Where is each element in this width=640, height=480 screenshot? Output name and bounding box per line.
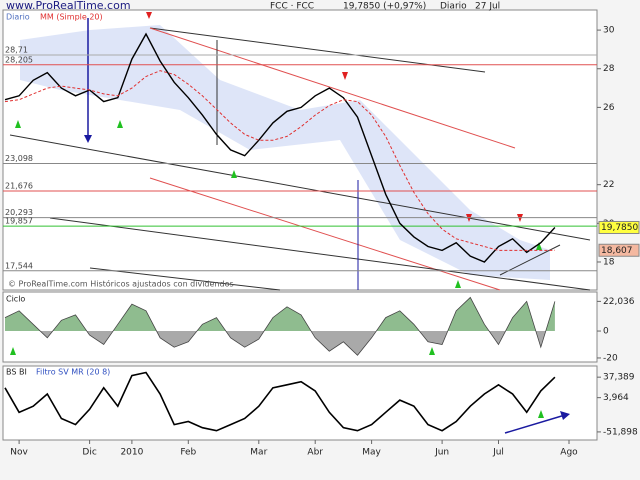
site: www.ProRealTime.com xyxy=(6,0,131,12)
trendline xyxy=(149,177,501,291)
arrow xyxy=(504,414,566,434)
price-marker-label: 19,7850 xyxy=(601,223,638,233)
y-tick-label: 22 xyxy=(603,180,614,190)
x-tick-label: Ago xyxy=(560,448,578,458)
level-label: 23,098 xyxy=(5,154,33,163)
level-label: 20,293 xyxy=(5,208,33,217)
period: Diario xyxy=(440,2,467,12)
arrow-head xyxy=(560,411,570,420)
y-tick-label: 26 xyxy=(603,103,615,113)
arrow-head xyxy=(84,135,92,143)
x-tick-label: Dic xyxy=(82,448,96,458)
series-line xyxy=(4,70,555,251)
legend: MM (Simple 20) xyxy=(40,13,103,22)
level-label: 28,205 xyxy=(5,55,33,64)
level-label: 19,857 xyxy=(5,217,33,226)
price-marker-label: 18,607 xyxy=(601,246,633,256)
area-positive xyxy=(5,297,555,332)
level-label: 28,71 xyxy=(5,46,28,55)
y-tick-label: 30 xyxy=(603,26,615,36)
note: © ProRealTime.com Históricos ajustados c… xyxy=(8,279,234,289)
y-tick-label: 37,389 xyxy=(603,373,635,383)
y-tick-label: 28 xyxy=(603,64,615,74)
trendline xyxy=(9,134,591,241)
band xyxy=(20,25,550,280)
x-tick-label: Feb xyxy=(180,448,196,458)
trendline xyxy=(49,217,591,291)
y-tick-label: 22,036 xyxy=(603,297,635,307)
y-tick-label: -20 xyxy=(603,353,618,363)
y-tick-label: 18 xyxy=(603,257,615,267)
series-line xyxy=(4,32,556,263)
y-tick-label: -51,898 xyxy=(603,427,638,437)
price-marker xyxy=(598,220,640,234)
y-tick-label: 3,964 xyxy=(603,393,629,403)
legend: Diario xyxy=(6,13,30,22)
y-tick-label: 0 xyxy=(603,327,609,337)
oscillator-panel xyxy=(2,365,598,441)
x-tick-label: Mar xyxy=(250,448,267,458)
symbol: FCC · FCC xyxy=(270,2,314,12)
area-negative xyxy=(40,331,546,356)
x-tick-label: 2010 xyxy=(120,448,143,458)
x-tick-label: Nov xyxy=(10,448,28,458)
trendline xyxy=(89,267,281,291)
x-tick-label: Jun xyxy=(434,448,449,458)
panel-title: Ciclo xyxy=(6,295,25,304)
legend: Filtro SV MR (20 8) xyxy=(36,368,110,377)
date: 27 Jul xyxy=(475,2,500,12)
price-marker xyxy=(598,243,640,257)
level-label: 17,544 xyxy=(5,261,33,270)
price: 19,7850 (+0,97%) xyxy=(343,2,426,12)
legend: BS BI xyxy=(6,368,27,377)
x-tick-label: May xyxy=(362,448,381,458)
x-tick-label: Jul xyxy=(492,448,504,458)
series-line xyxy=(4,371,556,432)
x-tick-label: Abr xyxy=(307,448,323,458)
level-label: 21,676 xyxy=(5,181,33,190)
area-line xyxy=(4,296,556,356)
trendline xyxy=(149,27,516,149)
